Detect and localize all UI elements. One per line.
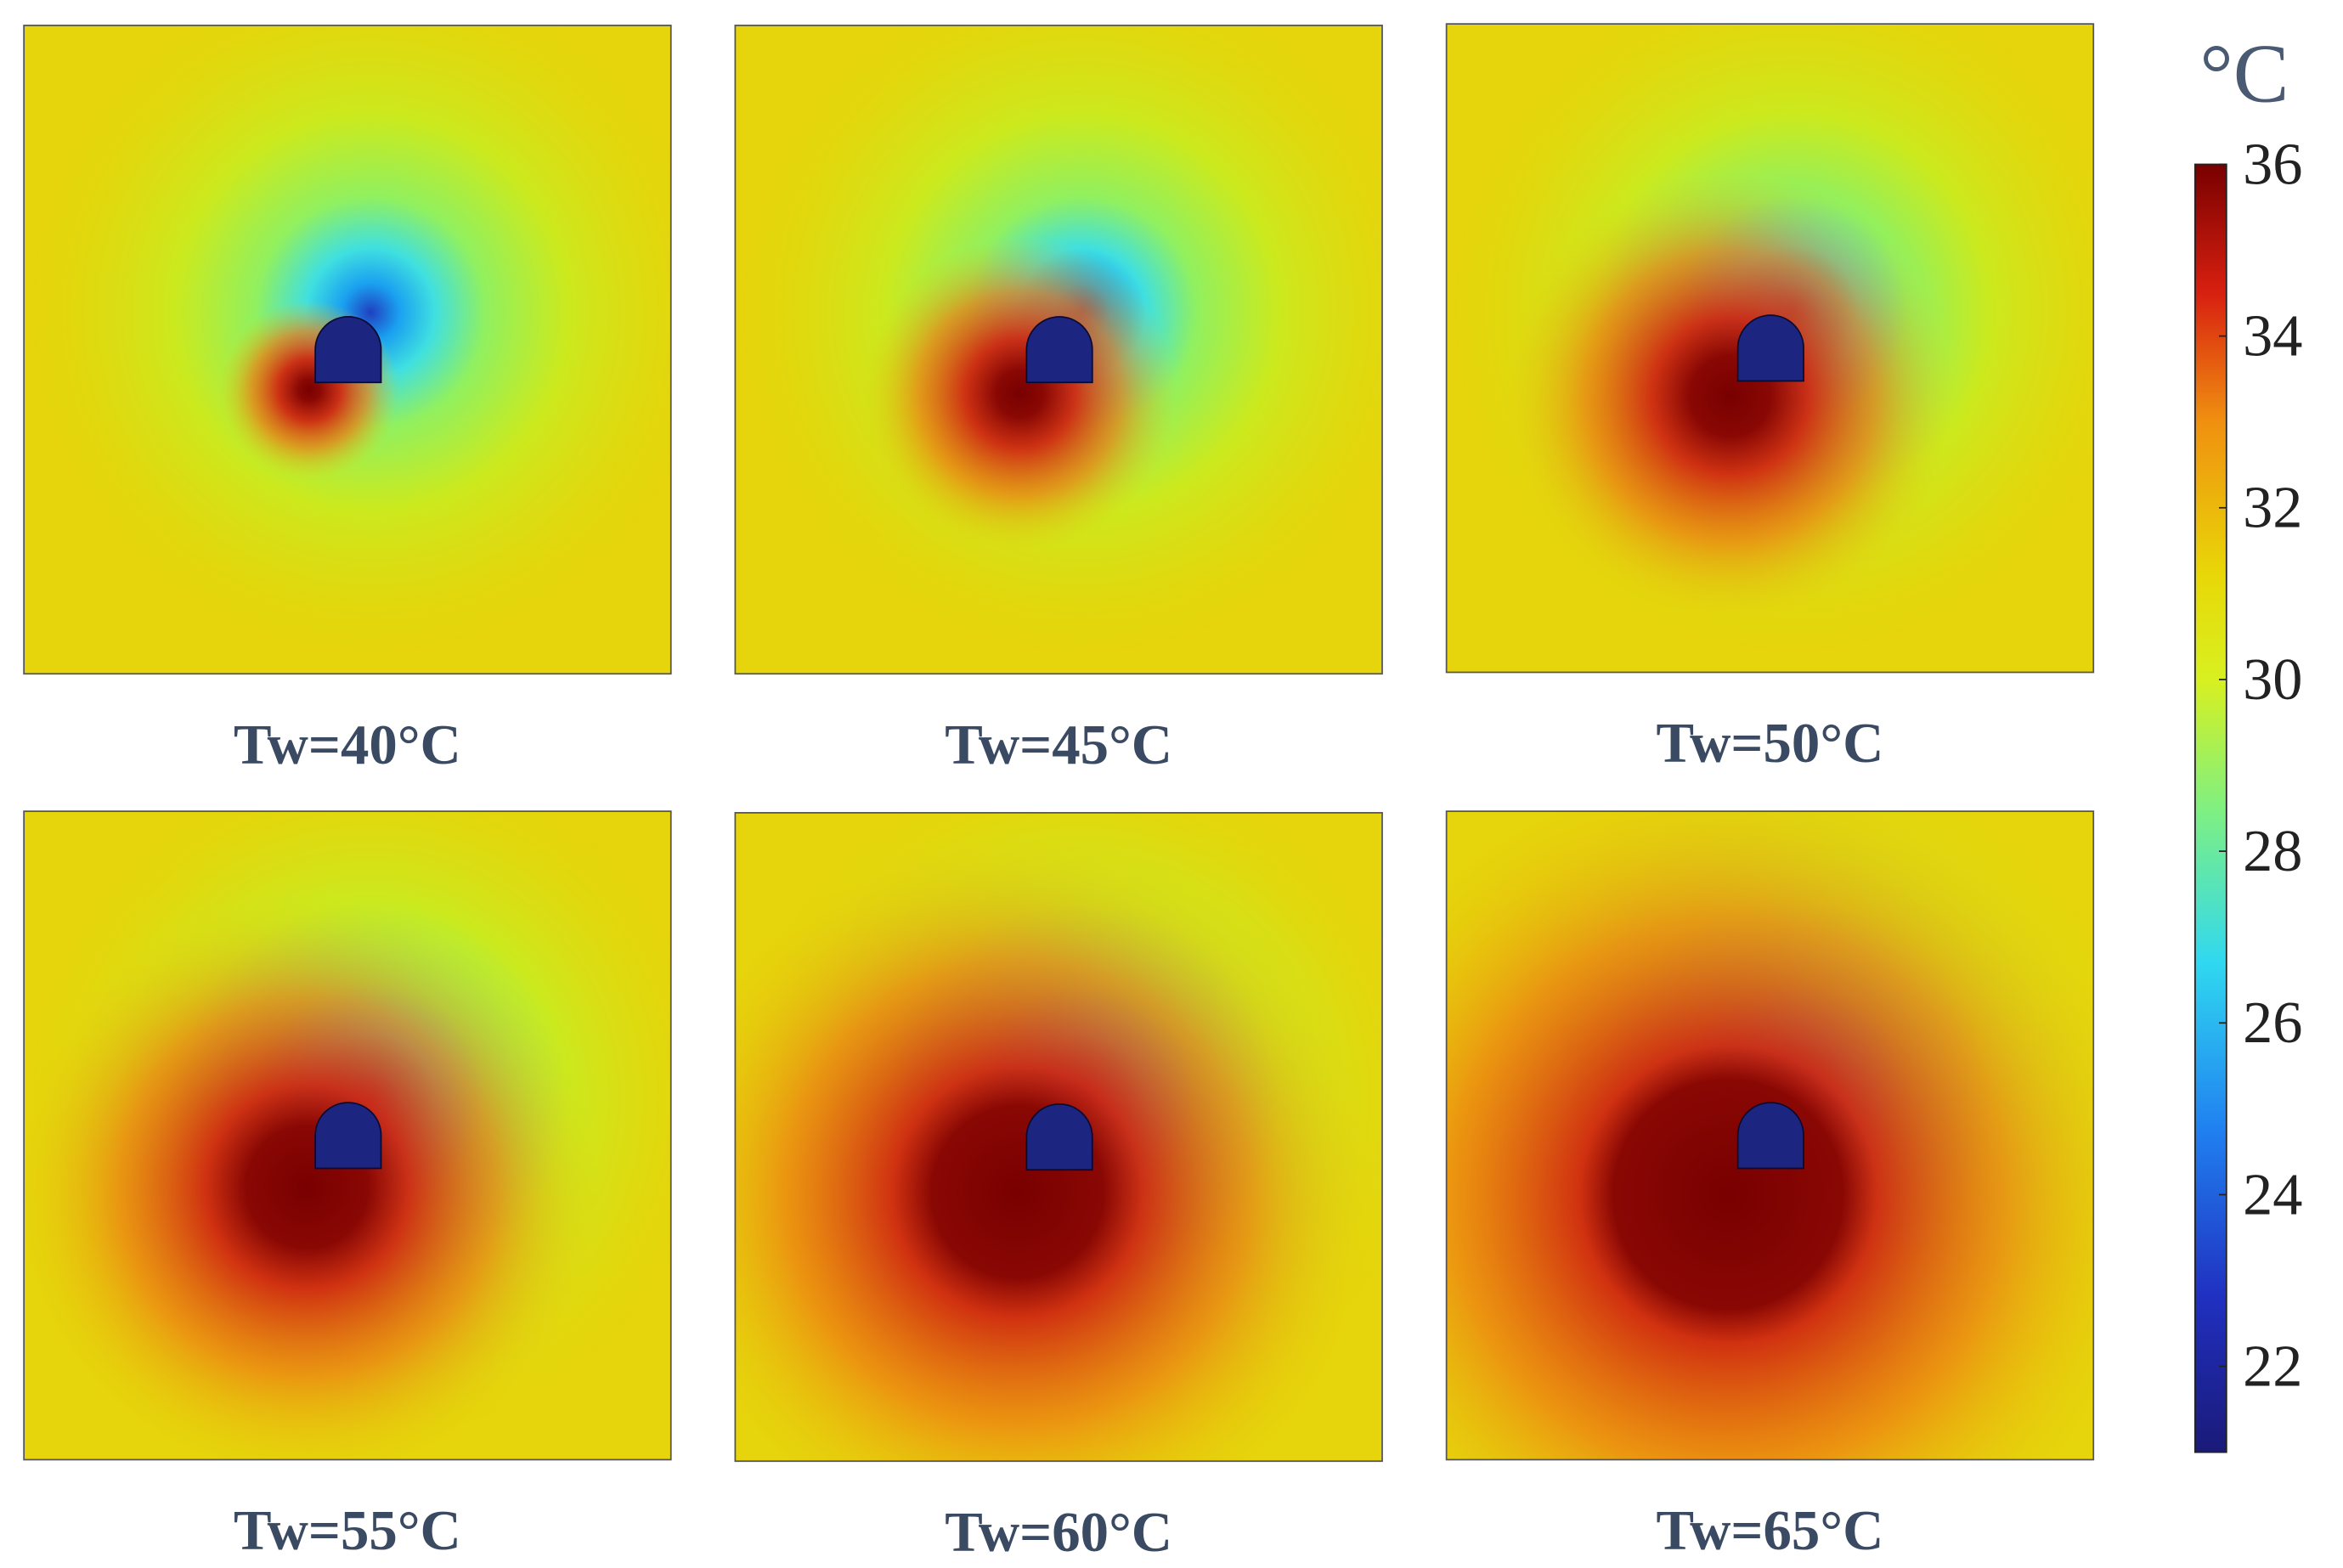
panel-title: Tw=60°C — [945, 1501, 1172, 1564]
contour-panel: Tw=50°C — [1445, 23, 2095, 775]
colorbar-tick-label: 32 — [2243, 475, 2302, 541]
colorbar-tick-label: 36 — [2243, 131, 2302, 197]
colorbar-tick-label: 22 — [2243, 1333, 2302, 1399]
panel-frame — [734, 811, 1383, 1463]
tunnel — [1025, 316, 1093, 384]
contour-panel: Tw=60°C — [734, 811, 1383, 1564]
tunnel — [314, 316, 382, 384]
contour-panel: Tw=40°C — [23, 25, 672, 776]
panel-frame — [1445, 23, 2095, 674]
colorbar-tick-label: 34 — [2243, 303, 2302, 369]
tunnel — [1025, 1103, 1093, 1171]
panel-title: Tw=50°C — [1657, 712, 1884, 775]
colorbar-tick-label: 30 — [2243, 646, 2302, 713]
colorbar — [2193, 163, 2227, 1453]
colorbar-label: °C — [2199, 28, 2289, 121]
tunnel — [1736, 1102, 1804, 1170]
panel-frame — [1445, 810, 2095, 1461]
panel-title: Tw=55°C — [234, 1499, 461, 1562]
tunnel — [1736, 314, 1804, 382]
panel-title: Tw=45°C — [945, 713, 1172, 776]
tunnel — [314, 1102, 382, 1170]
contour-panel: Tw=65°C — [1445, 810, 2095, 1562]
colorbar-tick-label: 26 — [2243, 990, 2302, 1056]
colorbar-tick-label: 28 — [2243, 818, 2302, 884]
panel-frame — [734, 25, 1383, 675]
panel-frame — [23, 810, 672, 1461]
panel-frame — [23, 25, 672, 675]
contour-panel: Tw=45°C — [734, 25, 1383, 776]
colorbar-tick-label: 24 — [2243, 1161, 2302, 1227]
contour-panel: Tw=55°C — [23, 810, 672, 1562]
panel-title: Tw=65°C — [1657, 1499, 1884, 1562]
panel-title: Tw=40°C — [234, 713, 461, 776]
